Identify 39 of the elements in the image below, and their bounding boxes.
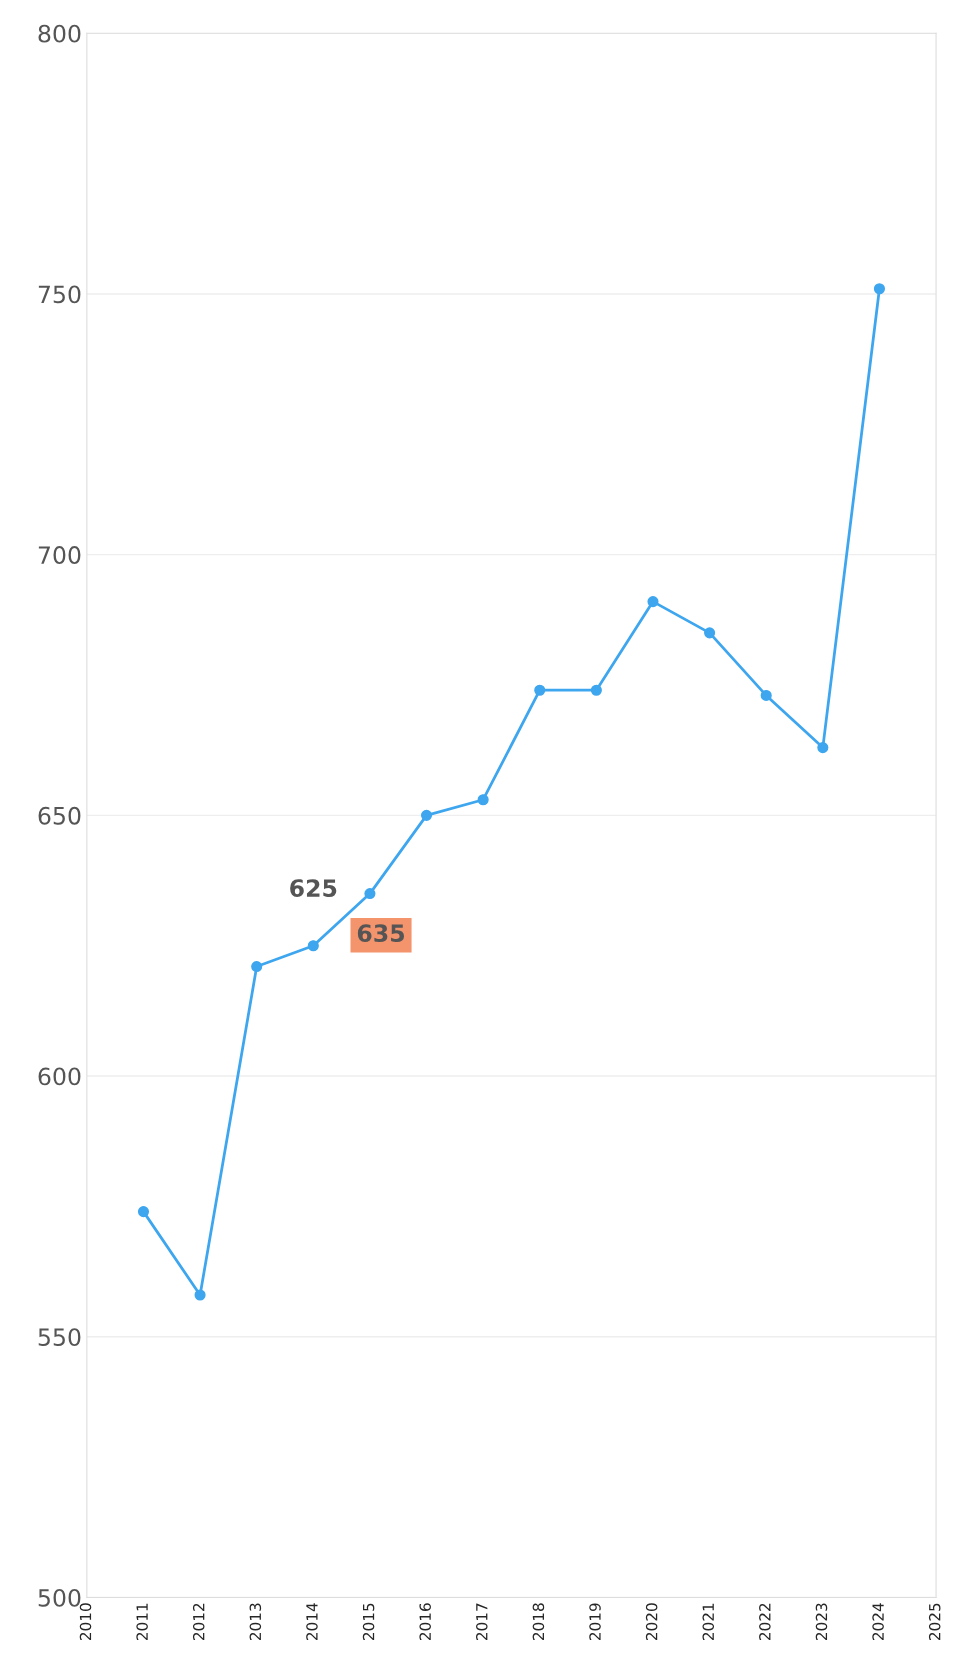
x-tick-label: 2017 [476, 1603, 488, 1641]
point [704, 627, 716, 639]
point [307, 940, 319, 952]
y-tick-label: 750 [38, 285, 81, 304]
x-tick-label: 2016 [419, 1603, 431, 1641]
x-tick-label: 2010 [79, 1603, 92, 1641]
x-tick-label: 2012 [192, 1603, 205, 1641]
annotation: 625 [290, 879, 337, 897]
y-tick-label: 700 [38, 546, 81, 564]
y-tick-label: 800 [38, 24, 81, 43]
point [590, 684, 602, 696]
y-tick-label: 600 [38, 1067, 81, 1086]
x-tick-label: 2023 [815, 1603, 828, 1641]
point [817, 742, 829, 754]
point [194, 1289, 206, 1301]
y-tick-label: 500 [38, 1588, 81, 1607]
x-tick-label: 2025 [928, 1603, 941, 1641]
x-tick-label: 2019 [589, 1603, 601, 1641]
point [420, 809, 433, 821]
annotation: 635 [357, 924, 405, 943]
point [760, 689, 772, 701]
x-tick-label: 2021 [702, 1603, 715, 1641]
point [873, 283, 885, 295]
x-tick-label: 2013 [249, 1603, 262, 1641]
point [477, 794, 489, 806]
point [534, 684, 546, 696]
x-tick-label: 2015 [362, 1603, 375, 1641]
x-tick-label: 2020 [645, 1603, 658, 1641]
x-tick-label: 2018 [532, 1603, 545, 1641]
point [647, 596, 659, 608]
y-tick-label: 650 [38, 806, 81, 825]
point [251, 961, 263, 973]
x-tick-label: 2011 [136, 1603, 148, 1641]
x-tick-label: 2022 [759, 1603, 771, 1641]
x-tick-label: 2024 [872, 1603, 884, 1641]
x-tick-label: 2014 [306, 1603, 318, 1641]
point [364, 888, 376, 900]
y-tick-label: 550 [38, 1328, 81, 1347]
point [137, 1206, 150, 1218]
